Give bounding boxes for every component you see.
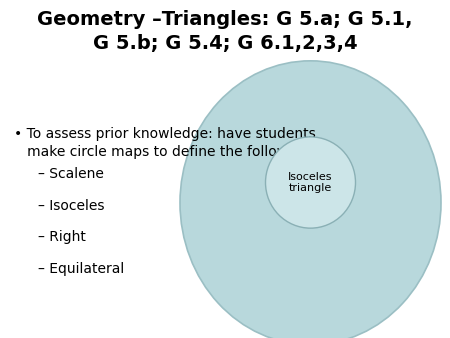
Ellipse shape xyxy=(266,137,356,228)
Text: – Right: – Right xyxy=(38,230,86,244)
Text: • To assess prior knowledge: have students
   make circle maps to define the fol: • To assess prior knowledge: have studen… xyxy=(14,127,315,159)
Text: – Isoceles: – Isoceles xyxy=(38,199,105,213)
Text: – Scalene: – Scalene xyxy=(38,167,104,181)
Text: Isoceles
triangle: Isoceles triangle xyxy=(288,172,333,193)
Text: Geometry –Triangles: G 5.a; G 5.1,
G 5.b; G 5.4; G 6.1,2,3,4: Geometry –Triangles: G 5.a; G 5.1, G 5.b… xyxy=(37,10,413,53)
Ellipse shape xyxy=(180,61,441,338)
Text: – Equilateral: – Equilateral xyxy=(38,262,125,275)
